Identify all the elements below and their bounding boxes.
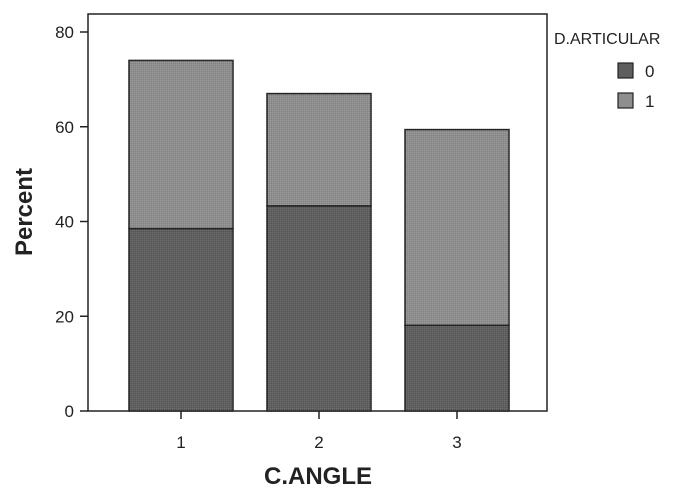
x-axis-ticks: 1 2 3 [176, 411, 462, 452]
bars-group [128, 59, 510, 412]
legend-swatch-1 [617, 92, 634, 109]
x-tick-label-3: 3 [452, 433, 461, 452]
bar-texture-3-series-0 [405, 325, 509, 411]
y-tick-label-20: 20 [55, 307, 74, 326]
y-tick-label-0: 0 [65, 402, 74, 421]
x-tick-label-2: 2 [314, 433, 323, 452]
x-axis-title: C.ANGLE [264, 463, 372, 490]
legend: D.ARTICULAR 0 1 [554, 31, 660, 111]
x-tick-label-1: 1 [176, 433, 185, 452]
bar-texture-2-series-0 [267, 205, 371, 411]
y-tick-label-80: 80 [55, 23, 74, 42]
bar-texture-2-series-1 [267, 93, 371, 206]
y-axis-title: Percent [11, 168, 38, 256]
y-tick-label-60: 60 [55, 118, 74, 137]
y-tick-label-40: 40 [55, 213, 74, 232]
bar-texture-3-series-1 [405, 129, 509, 326]
legend-title: D.ARTICULAR [554, 31, 660, 48]
bar-texture-1-series-1 [129, 60, 233, 229]
legend-label-1: 1 [645, 92, 654, 111]
legend-swatch-0 [617, 62, 634, 79]
bar-texture-1-series-0 [129, 228, 233, 411]
legend-label-0: 0 [645, 62, 654, 81]
y-axis-ticks: 0 20 40 60 80 [55, 23, 88, 421]
